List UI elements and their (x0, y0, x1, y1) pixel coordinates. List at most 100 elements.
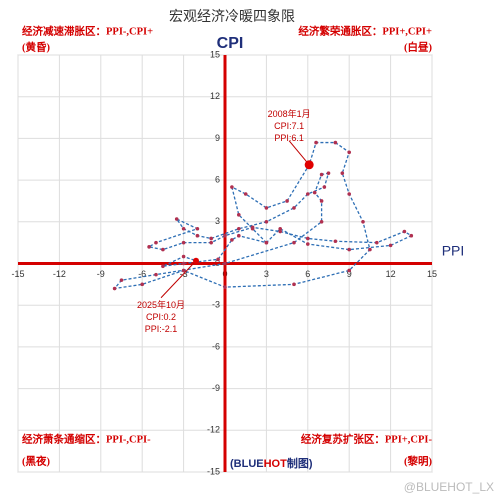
x-tick-label: 15 (427, 269, 437, 279)
y-tick-label: -12 (207, 425, 220, 435)
data-point (230, 185, 234, 189)
data-point (216, 257, 220, 262)
data-point (237, 226, 241, 231)
data-point (119, 278, 124, 282)
data-point (340, 171, 345, 175)
y-axis-label: CPI (217, 35, 244, 52)
data-point (319, 199, 324, 203)
data-point (409, 233, 414, 238)
credit-part: HOT (264, 458, 288, 470)
data-point (278, 226, 283, 231)
data-point (154, 272, 158, 277)
data-point (292, 206, 296, 210)
x-tick-label: -9 (97, 269, 105, 279)
annotation-leader (288, 140, 310, 166)
y-tick-label: -3 (212, 300, 220, 310)
data-point (223, 285, 227, 289)
quadrant-sub: (白昼) (404, 40, 432, 53)
data-point (292, 240, 296, 245)
watermark: @BLUEHOT_LX (404, 480, 494, 494)
data-point (285, 199, 289, 203)
credit-part: (BLUE (230, 458, 264, 470)
quadrant-sub: (黑夜) (22, 454, 50, 467)
y-tick-label: 15 (210, 49, 220, 59)
quadrant-label: 经济减速滞胀区：PPI-,CPI+ (22, 24, 153, 37)
data-point (174, 217, 179, 221)
annotation-point (304, 160, 314, 170)
annotation-text: PPI:6.1 (274, 133, 304, 143)
x-tick-label: -6 (138, 269, 146, 279)
x-tick-label: -12 (53, 269, 66, 279)
data-point (278, 229, 283, 234)
data-point (243, 192, 248, 196)
data-point (181, 240, 186, 245)
annotation-leader (160, 260, 197, 299)
x-tick-label: 3 (264, 269, 269, 279)
data-point (322, 185, 327, 189)
data-point (140, 282, 144, 287)
data-point (347, 268, 352, 273)
credit-part: 制图) (287, 456, 313, 470)
series-line (113, 141, 413, 290)
data-point (237, 213, 241, 217)
annotation-text: 2008年1月 (268, 108, 311, 119)
data-point (223, 233, 227, 238)
data-point (230, 238, 234, 242)
data-point (209, 240, 213, 245)
y-tick-label: 3 (215, 216, 220, 226)
data-point (195, 226, 200, 231)
data-point (264, 220, 269, 224)
data-point (237, 233, 241, 238)
data-point (306, 242, 310, 246)
data-point (333, 239, 338, 244)
x-tick-label: 12 (386, 269, 396, 279)
data-point (314, 140, 318, 145)
data-point (312, 190, 317, 195)
data-point (209, 236, 213, 241)
data-point (388, 243, 393, 248)
x-tick-label: 9 (347, 269, 352, 279)
data-point (112, 286, 117, 291)
data-point (147, 245, 151, 249)
data-point (223, 261, 227, 266)
data-point (375, 240, 379, 245)
data-point (361, 220, 365, 224)
data-point (181, 226, 186, 231)
data-point (181, 261, 186, 266)
data-point (154, 240, 158, 245)
credit: (BLUEHOT制图) (230, 456, 313, 470)
data-point (333, 140, 338, 145)
data-point (347, 150, 352, 155)
x-axis-label: PPI (442, 243, 465, 259)
quadrant-sub: (黎明) (404, 454, 432, 467)
data-point (326, 171, 331, 175)
quadrant-label: 经济繁荣通胀区：PPI+,CPI+ (298, 24, 432, 37)
data-point (368, 247, 372, 252)
data-point (347, 247, 352, 252)
x-tick-label: 6 (305, 269, 310, 279)
annotation-point (193, 257, 200, 264)
data-point (264, 240, 269, 245)
y-tick-label: 12 (210, 91, 220, 101)
data-point (402, 229, 407, 234)
data-point (161, 247, 165, 252)
data-point (161, 264, 165, 269)
quadrant-label: 经济萧条通缩区：PPI-,CPI- (22, 432, 151, 445)
data-point (306, 192, 310, 196)
y-tick-label: 9 (215, 133, 220, 143)
data-point (195, 233, 200, 238)
annotation-text: 2025年10月 (137, 299, 185, 310)
data-point (306, 236, 310, 241)
data-point (264, 206, 269, 210)
data-point (292, 282, 296, 287)
data-point (319, 172, 324, 177)
quadrant-label: 经济复苏扩张区：PPI+,CPI- (301, 432, 433, 445)
data-point (319, 220, 324, 224)
annotation-text: PPI:-2.1 (145, 324, 178, 334)
y-tick-label: -15 (207, 466, 220, 476)
data-point (181, 254, 186, 259)
y-tick-label: -9 (212, 383, 220, 393)
annotation-text: CPI:0.2 (146, 312, 176, 322)
data-point (250, 225, 255, 230)
annotation-text: CPI:7.1 (274, 121, 304, 131)
